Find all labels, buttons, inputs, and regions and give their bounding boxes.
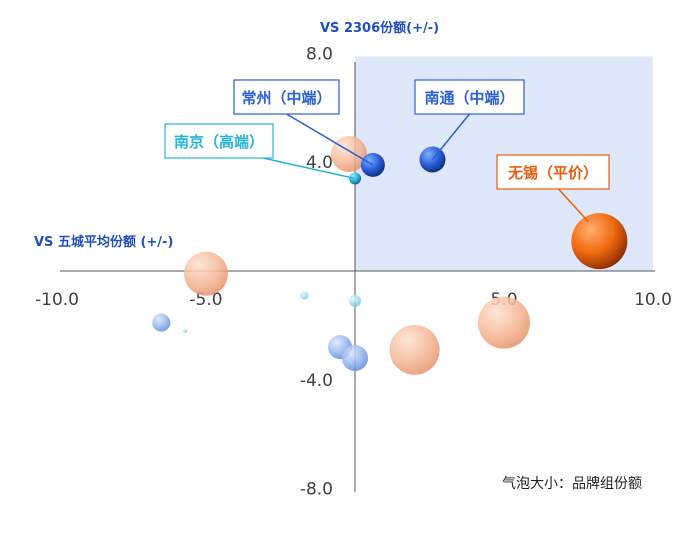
bubble bbox=[183, 328, 188, 333]
callout-box bbox=[233, 79, 340, 115]
callout-box bbox=[496, 154, 610, 190]
bubble-无锡（平价） bbox=[571, 213, 628, 270]
x-tick-label: -10.0 bbox=[35, 290, 79, 310]
callout-leader bbox=[558, 188, 589, 222]
y-tick-label: -8.0 bbox=[300, 480, 333, 500]
bubble bbox=[342, 345, 368, 372]
callout-leader bbox=[431, 113, 471, 160]
y-tick-label: 8.0 bbox=[306, 44, 333, 64]
callout-label: 常州（中端） bbox=[241, 89, 331, 107]
bubble bbox=[349, 294, 361, 307]
x-tick-label: -5.0 bbox=[189, 290, 222, 310]
y-tick-label: -4.0 bbox=[300, 371, 333, 391]
x-axis-title: VS 五城平均份额 (+/-) bbox=[34, 234, 173, 250]
bubble bbox=[389, 324, 440, 375]
bubble bbox=[152, 313, 171, 332]
callout-label: 南通（中端） bbox=[424, 89, 514, 107]
bubble bbox=[300, 291, 309, 300]
size-note: 气泡大小：品牌组份额 bbox=[502, 475, 642, 492]
y-tick-label: 4.0 bbox=[306, 153, 333, 173]
callout-leader bbox=[286, 113, 374, 166]
callout-label: 南京（高端） bbox=[174, 133, 264, 151]
bubble bbox=[478, 296, 530, 349]
x-tick-label: 10.0 bbox=[634, 290, 672, 310]
callout-box bbox=[164, 123, 274, 159]
callout-label: 无锡（平价） bbox=[507, 164, 598, 182]
callout-leader bbox=[262, 157, 356, 180]
bubble bbox=[184, 251, 228, 296]
y-axis-title: VS 2306份额(+/-) bbox=[320, 20, 439, 36]
callout-box bbox=[414, 79, 525, 115]
